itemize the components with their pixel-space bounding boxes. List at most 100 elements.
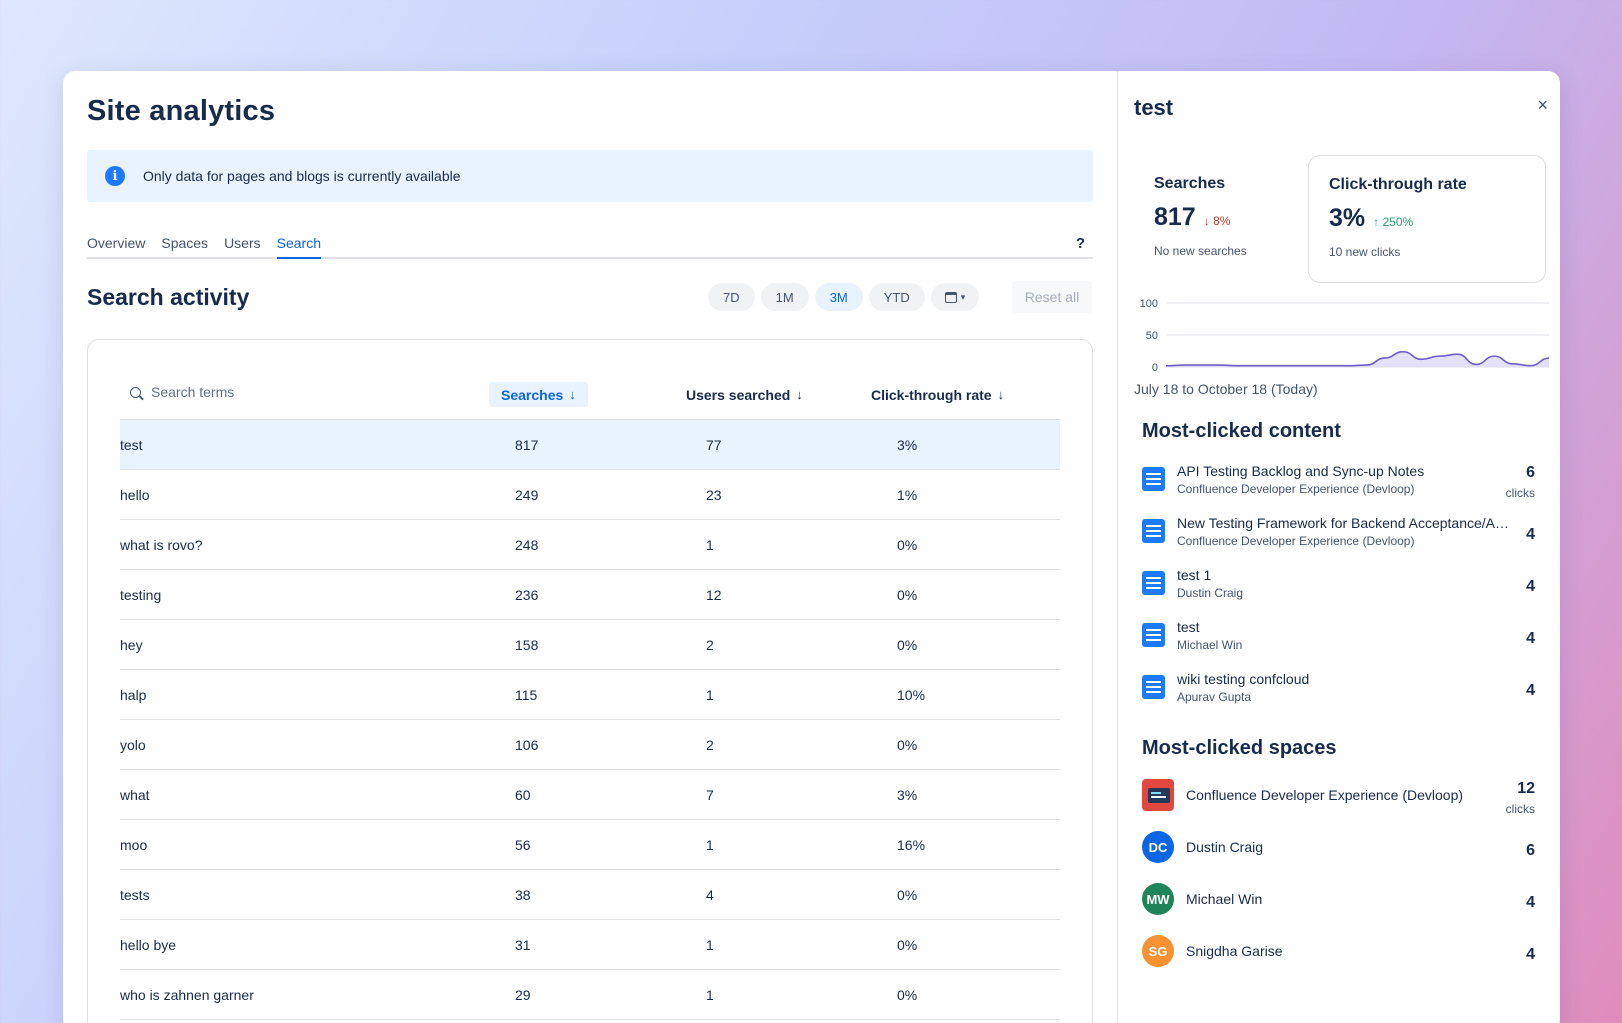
table-row[interactable]: halp 115 1 10% xyxy=(120,670,1060,720)
users-searched-cell: 2 xyxy=(706,637,714,653)
users-searched-cell: 23 xyxy=(706,487,722,503)
page-icon xyxy=(1142,623,1165,647)
column-header-users-searched[interactable]: Users searched ↓ xyxy=(686,382,803,407)
search-term-cell: test xyxy=(120,437,143,453)
metric-label: Searches xyxy=(1154,175,1226,192)
content-space: Dustin Craig xyxy=(1177,586,1244,600)
y-tick-label: 0 xyxy=(1152,362,1158,374)
search-term-cell: hello bye xyxy=(120,937,177,953)
content-space: Michael Win xyxy=(1177,638,1243,652)
content-title: API Testing Backlog and Sync-up Notes xyxy=(1177,463,1425,479)
metric-delta: ↓ 8% xyxy=(1204,214,1231,228)
metric-sub: 10 new clicks xyxy=(1329,245,1401,259)
click-count: 6 xyxy=(1526,842,1535,859)
tab-spaces[interactable]: Spaces xyxy=(161,235,209,251)
table-header: Searches ↓ Users searched ↓ Click-through … xyxy=(120,370,1060,420)
arrow-down-icon: ↓ xyxy=(1203,214,1214,228)
column-label: Searches xyxy=(501,386,564,403)
click-count: 4 xyxy=(1526,630,1535,647)
users-searched-cell: 1 xyxy=(706,837,714,853)
tab-overview[interactable]: Overview xyxy=(87,235,146,251)
searches-cell: 249 xyxy=(515,487,539,503)
space-item[interactable]: Confluence Developer Experience (Devloop… xyxy=(1142,773,1535,825)
arrow-down-icon: ↓ xyxy=(569,387,576,402)
search-activity-title: Search activity xyxy=(87,284,250,310)
table-body: test 817 77 3% hello 249 23 1% what is rovo? 248 1… xyxy=(120,420,1060,1020)
content-space: Apurav Gupta xyxy=(1177,690,1252,704)
space-item[interactable]: SG Snigdha Garise 4 xyxy=(1142,929,1535,981)
content-item[interactable]: New Testing Framework for Backend Accept… xyxy=(1142,509,1535,561)
reset-all-button[interactable]: Reset all xyxy=(1012,281,1092,313)
tab-search[interactable]: Search xyxy=(276,229,321,259)
page-icon xyxy=(1142,571,1165,595)
metric-delta: ↑ 250% xyxy=(1373,215,1413,229)
click-count: 12 xyxy=(1517,780,1535,797)
searches-cell: 38 xyxy=(515,887,531,903)
searches-cell: 56 xyxy=(515,837,531,853)
search-term-cell: yolo xyxy=(120,737,146,753)
most-clicked-content-title: Most-clicked content xyxy=(1142,420,1341,442)
table-row[interactable]: tests 38 4 0% xyxy=(120,870,1060,920)
users-searched-cell: 2 xyxy=(706,737,714,753)
table-row[interactable]: hello bye 31 1 0% xyxy=(120,920,1060,970)
page-title: Site analytics xyxy=(87,95,276,127)
searches-cell: 29 xyxy=(515,987,531,1003)
table-row[interactable]: what is rovo? 248 1 0% xyxy=(120,520,1060,570)
users-searched-cell: 77 xyxy=(706,437,722,453)
custom-date-button[interactable]: ▾ xyxy=(930,283,980,311)
tab-users[interactable]: Users xyxy=(224,235,261,251)
table-row[interactable]: hello 249 23 1% xyxy=(120,470,1060,520)
click-through-rate-cell: 0% xyxy=(897,737,918,753)
close-icon[interactable]: × xyxy=(1537,95,1548,115)
content-item[interactable]: wiki testing confcloud Apurav Gupta 4 xyxy=(1142,665,1535,717)
detail-panel: test × Searches 817 ↓ 8% No new searches… xyxy=(1117,71,1560,1023)
table-row[interactable]: hey 158 2 0% xyxy=(120,620,1060,670)
panel-title: test xyxy=(1134,95,1174,120)
space-name: Dustin Craig xyxy=(1186,839,1264,855)
space-item[interactable]: DC Dustin Craig 6 xyxy=(1142,825,1535,877)
spaces-list: Confluence Developer Experience (Devloop… xyxy=(1142,773,1535,981)
search-term-cell: who is zahnen garner xyxy=(120,987,254,1003)
calendar-icon xyxy=(944,291,957,303)
space-name: Snigdha Garise xyxy=(1186,943,1283,959)
y-tick-label: 50 xyxy=(1146,330,1158,342)
click-through-rate-cell: 0% xyxy=(897,987,918,1003)
trend-chart: 100 50 0 xyxy=(1140,298,1549,374)
search-term-cell: hey xyxy=(120,637,143,653)
table-row[interactable]: who is zahnen garner 29 1 0% xyxy=(120,970,1060,1020)
range-ytd-button[interactable]: YTD xyxy=(868,283,925,311)
search-term-cell: what xyxy=(120,787,150,803)
click-unit: clicks xyxy=(1505,486,1535,500)
column-header-click-through-rate[interactable]: Click-through rate ↓ xyxy=(871,382,1004,407)
metric-label: Click-through rate xyxy=(1329,176,1467,193)
date-range-selector: 7D 1M 3M YTD ▾ xyxy=(708,283,980,311)
search-term-cell: moo xyxy=(120,837,148,853)
column-label: Click-through rate xyxy=(871,386,992,403)
column-header-searches[interactable]: Searches ↓ xyxy=(489,382,588,407)
click-count: 4 xyxy=(1526,578,1535,595)
help-icon[interactable]: ? xyxy=(1075,235,1085,252)
content-item[interactable]: test 1 Dustin Craig 4 xyxy=(1142,561,1535,613)
range-3m-button[interactable]: 3M xyxy=(814,283,863,311)
space-item[interactable]: MW Michael Win 4 xyxy=(1142,877,1535,929)
search-terms-input[interactable] xyxy=(151,384,451,400)
ctr-metric[interactable]: Click-through rate 3% ↑ 250% 10 new clic… xyxy=(1308,155,1546,283)
search-table: Searches ↓ Users searched ↓ Click-through … xyxy=(87,339,1093,1023)
table-row[interactable]: test 817 77 3% xyxy=(120,420,1060,470)
info-icon: i xyxy=(105,166,125,186)
searches-cell: 60 xyxy=(515,787,531,803)
click-through-rate-cell: 16% xyxy=(897,837,926,853)
table-row[interactable]: testing 236 12 0% xyxy=(120,570,1060,620)
searches-metric: Searches 817 ↓ 8% No new searches xyxy=(1134,155,1372,283)
content-title: test xyxy=(1177,619,1200,635)
range-7d-button[interactable]: 7D xyxy=(708,283,755,311)
metric-value: 817 xyxy=(1154,203,1196,231)
searches-cell: 106 xyxy=(515,737,539,753)
table-row[interactable]: what 60 7 3% xyxy=(120,770,1060,820)
table-row[interactable]: moo 56 1 16% xyxy=(120,820,1060,870)
content-item[interactable]: API Testing Backlog and Sync-up Notes Con… xyxy=(1142,457,1535,509)
range-1m-button[interactable]: 1M xyxy=(760,283,809,311)
content-item[interactable]: test Michael Win 4 xyxy=(1142,613,1535,665)
table-row[interactable]: yolo 106 2 0% xyxy=(120,720,1060,770)
click-through-rate-cell: 1% xyxy=(897,487,918,503)
